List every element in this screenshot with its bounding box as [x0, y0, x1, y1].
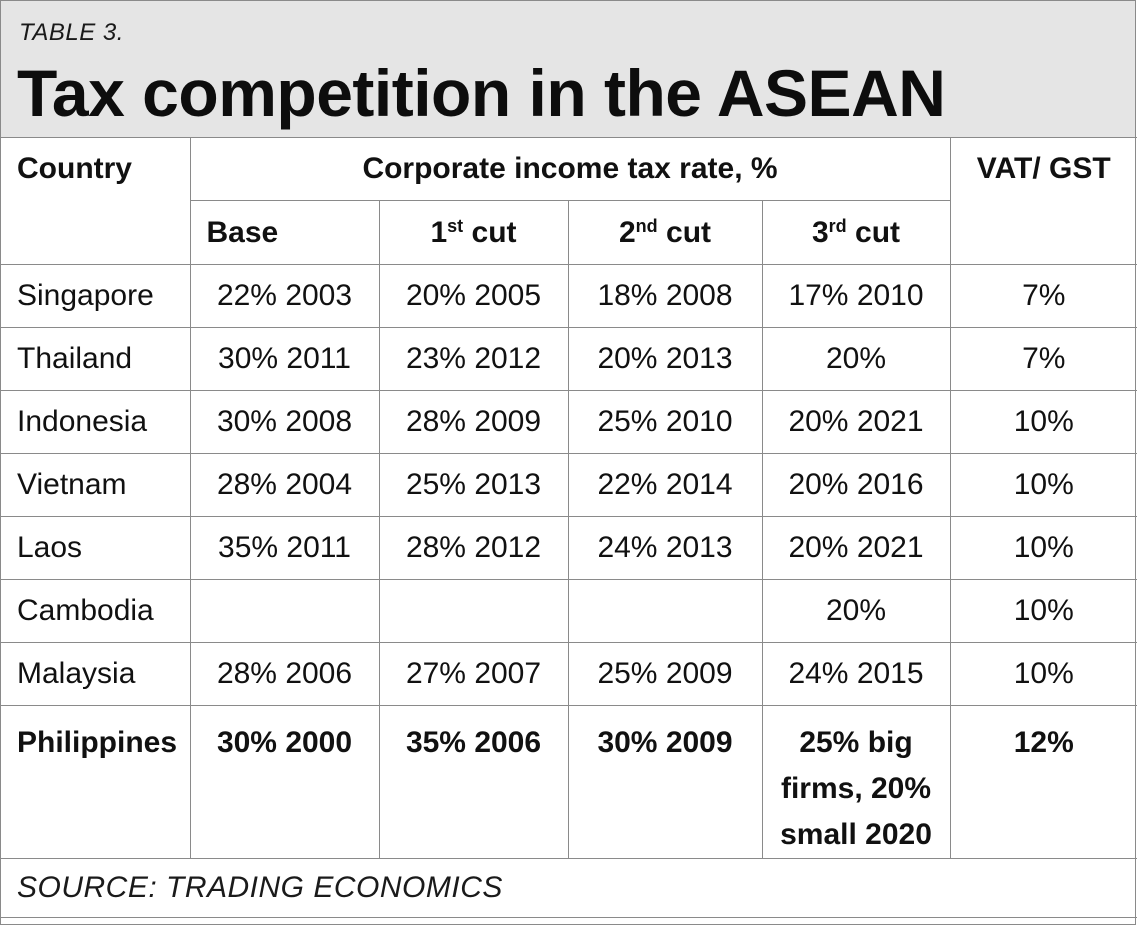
cell-cut2: 24% 2013 [567, 516, 763, 580]
cut3-word: cut [846, 215, 901, 249]
cell-cut1: 28% 2012 [378, 516, 569, 580]
header-row-1: Country Corporate income tax rate, % VAT… [1, 137, 1137, 265]
cell-cut1: 20% 2005 [378, 264, 569, 328]
cell-cut3: 20% 2021 [761, 516, 951, 580]
cell-country: Laos [1, 516, 191, 580]
table-row: Singapore 22% 2003 20% 2005 18% 2008 17%… [1, 264, 1137, 328]
cell-cut3: 17% 2010 [761, 264, 951, 328]
cell-cut3: 24% 2015 [761, 642, 951, 706]
cell-cut1: 35% 2006 [378, 705, 569, 859]
cell-base: 30% 2008 [189, 390, 380, 454]
cell-cut2: 25% 2009 [567, 642, 763, 706]
col-header-cut3: 3rd cut [761, 200, 950, 265]
cell-cut2: 30% 2009 [567, 705, 763, 859]
cut2-ordinal: nd [635, 215, 658, 236]
cell-country: Thailand [1, 327, 191, 391]
table-row: Malaysia 28% 2006 27% 2007 25% 2009 24% … [1, 642, 1137, 706]
cell-vat: 10% [949, 390, 1137, 454]
cut2-word: cut [657, 215, 712, 249]
cut3-ordinal: rd [828, 215, 847, 236]
cell-country: Malaysia [1, 642, 191, 706]
cell-vat: 7% [949, 327, 1137, 391]
col-header-cit-group: Corporate income tax rate, % [189, 137, 951, 201]
table-number: TABLE 3. [19, 19, 124, 46]
table-row-highlight: Philippines 30% 2000 35% 2006 30% 2009 2… [1, 705, 1137, 859]
cell-cut3: 20% 2021 [761, 390, 951, 454]
table-row: Cambodia 20% 10% [1, 579, 1137, 643]
cell-cut2: 18% 2008 [567, 264, 763, 328]
cell-cut2: 25% 2010 [567, 390, 763, 454]
cell-cut3: 20% 2016 [761, 453, 951, 517]
cut2-number: 2 [618, 215, 636, 249]
cell-cut1: 23% 2012 [378, 327, 569, 391]
cell-base: 22% 2003 [189, 264, 380, 328]
table-row: Laos 35% 2011 28% 2012 24% 2013 20% 2021… [1, 516, 1137, 580]
cell-vat: 7% [949, 264, 1137, 328]
source-note: SOURCE: TRADING ECONOMICS [1, 858, 1137, 918]
header-row-2: Base 1st cut 2nd cut 3rd cut [1, 200, 1137, 265]
cell-base: 28% 2006 [189, 642, 380, 706]
cut3-number: 3 [811, 215, 829, 249]
cell-base [189, 579, 380, 643]
cell-cut1: 27% 2007 [378, 642, 569, 706]
col-header-cut2: 2nd cut [567, 200, 763, 265]
cell-vat: 12% [949, 705, 1137, 859]
col-header-base: Base [190, 200, 380, 265]
col-header-country: Country [1, 137, 191, 265]
cut1-ordinal: st [447, 215, 464, 236]
cell-base: 30% 2011 [189, 327, 380, 391]
cell-vat: 10% [949, 516, 1137, 580]
cut1-number: 1 [430, 215, 448, 249]
cell-base: 28% 2004 [189, 453, 380, 517]
col-header-vat: VAT/ GST [949, 137, 1137, 265]
cell-cut2: 20% 2013 [567, 327, 763, 391]
cell-base: 30% 2000 [189, 705, 380, 859]
cell-cut1 [378, 579, 569, 643]
cell-vat: 10% [949, 579, 1137, 643]
table-header-band: TABLE 3. Tax competition in the ASEAN [1, 1, 1135, 138]
cell-country: Indonesia [1, 390, 191, 454]
cell-cut2 [567, 579, 763, 643]
table-row: Indonesia 30% 2008 28% 2009 25% 2010 20%… [1, 390, 1137, 454]
col-header-cut1: 1st cut [378, 200, 569, 265]
cell-country: Vietnam [1, 453, 191, 517]
cell-cut1: 25% 2013 [378, 453, 569, 517]
tax-table: Country Corporate income tax rate, % VAT… [1, 137, 1137, 918]
cell-vat: 10% [949, 642, 1137, 706]
cell-cut2: 22% 2014 [567, 453, 763, 517]
cell-country: Cambodia [1, 579, 191, 643]
cell-cut3: 20% [761, 327, 951, 391]
cell-vat: 10% [949, 453, 1137, 517]
table-row: Vietnam 28% 2004 25% 2013 22% 2014 20% 2… [1, 453, 1137, 517]
source-row: SOURCE: TRADING ECONOMICS [1, 858, 1137, 918]
cut1-word: cut [463, 215, 517, 249]
cell-country: Philippines [1, 705, 191, 859]
cell-cut3: 20% [761, 579, 951, 643]
table-row: Thailand 30% 2011 23% 2012 20% 2013 20% … [1, 327, 1137, 391]
cell-base: 35% 2011 [189, 516, 380, 580]
cell-country: Singapore [1, 264, 191, 328]
cell-cut1: 28% 2009 [378, 390, 569, 454]
cell-cut3: 25% big firms, 20% small 2020 [761, 705, 951, 859]
table-title: Tax competition in the ASEAN [17, 56, 946, 130]
